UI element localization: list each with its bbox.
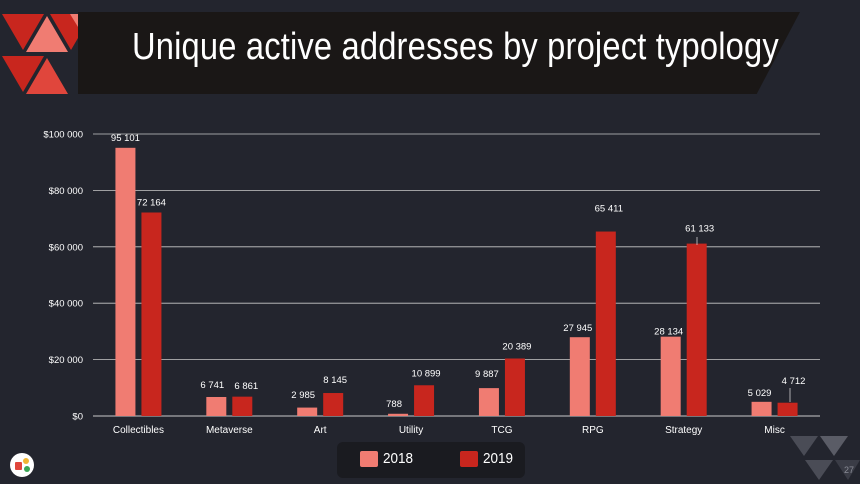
data-label: 8 145 xyxy=(323,375,347,386)
bar-2018-misc xyxy=(751,401,772,416)
bar-2019-misc xyxy=(777,402,798,416)
data-label: 72 164 xyxy=(137,197,166,208)
bar-2018-strategy xyxy=(660,336,681,416)
legend-label-2019: 2019 xyxy=(483,450,514,467)
bar-2019-tcg xyxy=(504,358,525,416)
data-label: 95 101 xyxy=(111,133,140,144)
data-label: 788 xyxy=(386,399,402,410)
x-tick-label: Collectibles xyxy=(113,425,164,436)
data-label: 9 887 xyxy=(475,369,499,380)
legend-label-2018: 2018 xyxy=(383,450,414,467)
bar-2018-rpg xyxy=(569,337,590,416)
x-tick-label: Strategy xyxy=(665,425,702,436)
bar-2018-metaverse xyxy=(206,396,227,416)
bar-2019-rpg xyxy=(595,231,616,416)
app-logo-icon xyxy=(10,453,34,477)
x-tick-label: Metaverse xyxy=(206,425,253,436)
x-tick-label: Utility xyxy=(399,425,423,436)
corner-triangles-icon xyxy=(790,436,860,480)
page-title: Unique active addresses by project typol… xyxy=(132,26,779,68)
x-tick-label: Art xyxy=(314,425,327,436)
bar-2019-utility xyxy=(414,385,435,416)
bar-2018-tcg xyxy=(478,388,499,416)
y-tick-label: $40 000 xyxy=(49,299,83,310)
data-label: 4 712 xyxy=(782,376,806,387)
legend-swatch-2018 xyxy=(360,450,378,467)
data-label: 65 411 xyxy=(595,204,623,215)
y-tick-label: $100 000 xyxy=(43,130,83,141)
data-label: 5 029 xyxy=(748,388,772,399)
y-tick-label: $20 000 xyxy=(49,355,83,366)
y-tick-label: $80 000 xyxy=(49,186,83,197)
x-tick-label: Misc xyxy=(764,425,785,436)
data-label: 10 899 xyxy=(412,368,441,379)
bar-2018-collectibles xyxy=(115,147,136,416)
page-number: 27 xyxy=(843,465,854,475)
data-label: 27 945 xyxy=(563,323,592,334)
bar-2019-collectibles xyxy=(141,212,162,416)
bar-2019-art xyxy=(323,393,344,416)
data-label: 20 389 xyxy=(502,342,531,353)
y-tick-label: $60 000 xyxy=(49,242,83,253)
x-tick-label: TCG xyxy=(491,425,512,436)
legend-item-2018: 2018 xyxy=(360,450,416,467)
data-label: 6 741 xyxy=(200,380,224,391)
bar-2019-metaverse xyxy=(232,396,253,416)
data-label: 61 133 xyxy=(685,224,714,235)
legend: 2018 2019 xyxy=(337,442,525,478)
bar-2018-utility xyxy=(388,413,409,416)
x-tick-label: RPG xyxy=(582,425,604,436)
title-banner xyxy=(78,12,800,94)
legend-swatch-2019 xyxy=(460,450,478,467)
legend-item-2019: 2019 xyxy=(460,450,516,467)
data-label: 2 985 xyxy=(291,390,315,401)
data-label: 6 861 xyxy=(234,381,258,392)
bar-2018-art xyxy=(297,407,318,416)
data-label: 28 134 xyxy=(654,327,683,338)
bar-2019-strategy xyxy=(686,243,707,416)
y-tick-label: $0 xyxy=(72,412,83,423)
